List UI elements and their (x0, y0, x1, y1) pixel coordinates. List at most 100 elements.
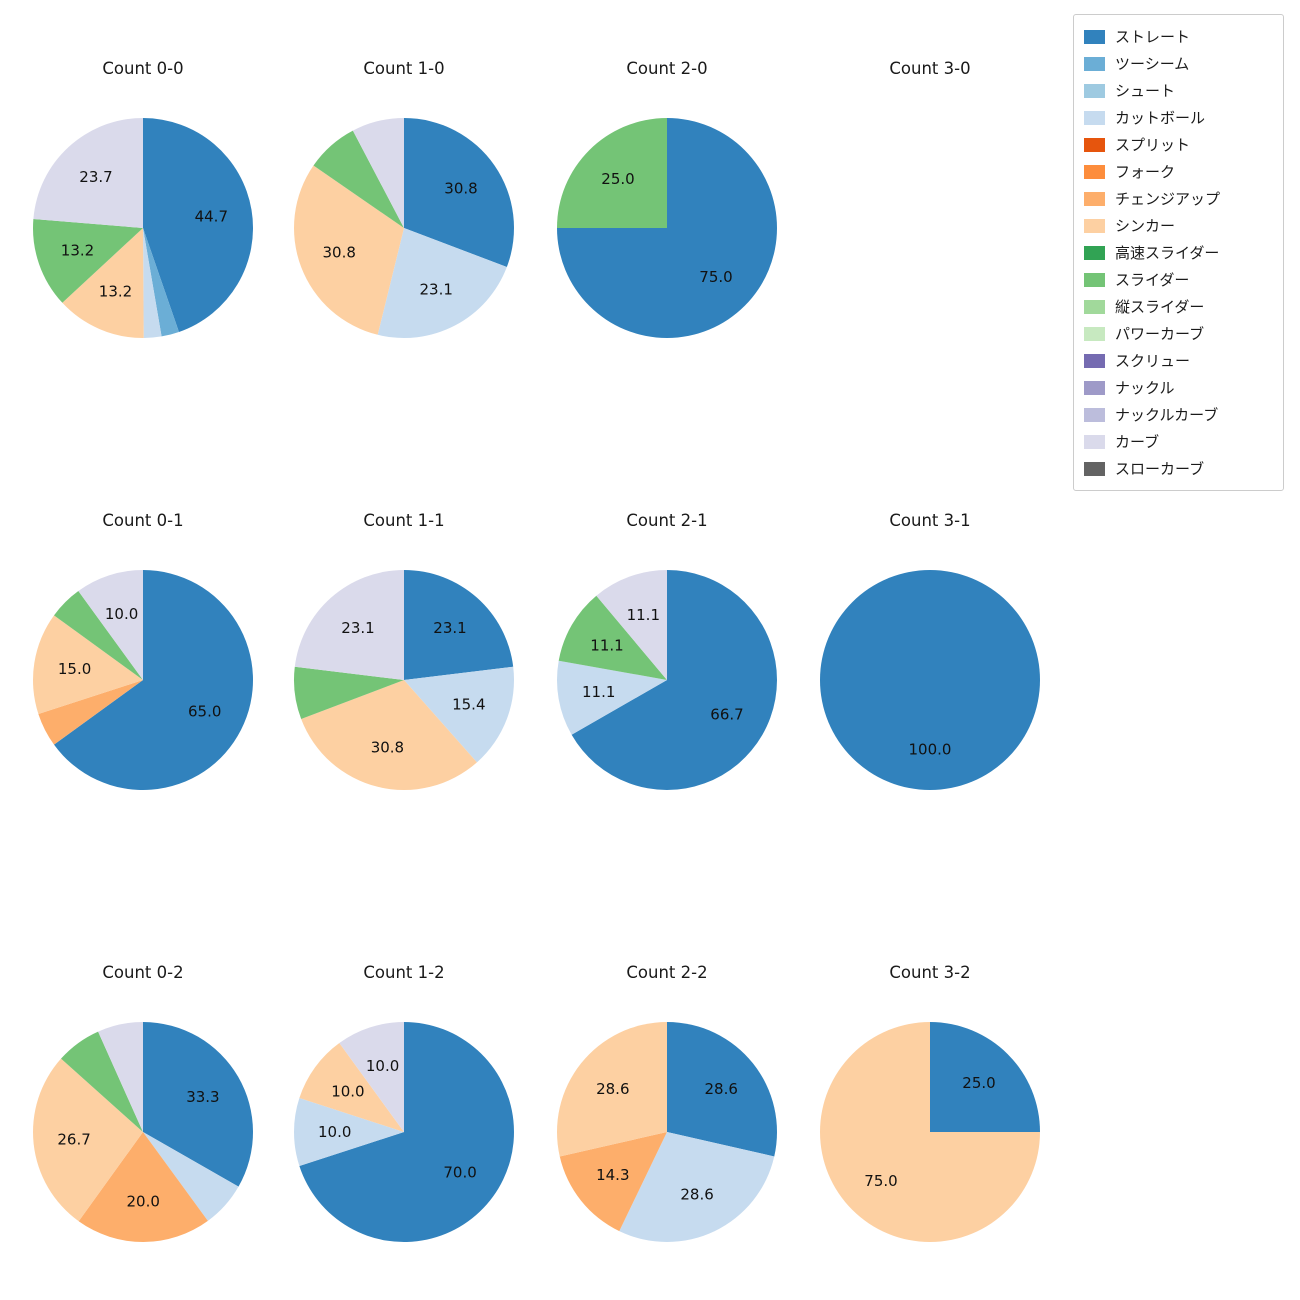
legend-swatch (1084, 137, 1105, 152)
legend-item: スクリュー (1084, 347, 1273, 374)
legend-swatch (1084, 110, 1105, 125)
subplot-count-2-0: Count 2-0 75.0 25.0 (536, 58, 798, 359)
pie-slice (313, 130, 404, 228)
slice-percent-label: 30.8 (444, 180, 477, 198)
pie-slice (143, 118, 254, 332)
pie-chart: 25.0 75.0 (820, 1022, 1040, 1242)
legend-swatch (1084, 353, 1105, 368)
slice-percent-label: 23.1 (433, 619, 466, 637)
legend-item: フォーク (1084, 158, 1273, 185)
pie-slice (143, 228, 179, 337)
legend-label: フォーク (1115, 163, 1176, 181)
legend-label: スプリット (1115, 136, 1191, 154)
legend-item: ナックル (1084, 374, 1273, 401)
pie-slice (54, 570, 253, 790)
pie-slice (143, 1132, 239, 1221)
legend-swatch (1084, 461, 1105, 476)
subplot-count-3-0: Count 3-0 (799, 58, 1061, 359)
slice-percent-label: 28.6 (680, 1185, 713, 1203)
subplot-count-0-2: Count 0-2 33.3 20.0 26.7 (12, 962, 274, 1263)
legend-swatch (1084, 83, 1105, 98)
subplot-count-2-2: Count 2-2 28.6 28.6 14.3 28.6 (536, 962, 798, 1263)
pie-chart: 66.711.111.111.1 (557, 570, 777, 790)
subplot-title: Count 1-2 (363, 963, 445, 982)
legend-label: 縦スライダー (1115, 298, 1205, 316)
subplot-count-3-2: Count 3-2 25.0 75.0 (799, 962, 1061, 1263)
slice-percent-label: 10.0 (366, 1057, 399, 1075)
legend-item: チェンジアップ (1084, 185, 1273, 212)
slice-percent-label: 75.0 (864, 1172, 897, 1190)
pie-slice (339, 1022, 404, 1132)
pie-chart: 70.010.010.010.0 (293, 1022, 514, 1242)
slice-percent-label: 30.8 (322, 244, 355, 262)
pie-slice (667, 1022, 777, 1157)
legend-item: ナックルカーブ (1084, 401, 1273, 428)
slice-percent-label: 25.0 (962, 1074, 995, 1092)
slice-percent-label: 10.0 (318, 1123, 351, 1141)
pie-slice (377, 228, 507, 338)
slice-percent-label: 11.1 (590, 636, 623, 654)
legend-label: シュート (1115, 82, 1176, 100)
legend-swatch (1084, 434, 1105, 449)
subplot-title: Count 2-2 (626, 963, 708, 982)
legend-item: 高速スライダー (1084, 239, 1273, 266)
slice-percent-label: 23.1 (419, 280, 452, 298)
slice-percent-label: 65.0 (188, 703, 221, 721)
slice-percent-label: 100.0 (909, 740, 952, 758)
slice-percent-label: 20.0 (126, 1192, 159, 1210)
legend-label: シンカー (1115, 217, 1176, 235)
slice-percent-label: 11.1 (582, 683, 615, 701)
legend-swatch (1084, 380, 1105, 395)
pie-slice (301, 680, 477, 791)
slice-percent-label: 15.4 (452, 696, 485, 714)
subplot-title: Count 3-1 (889, 511, 971, 530)
legend-swatch (1084, 56, 1105, 71)
legend-label: ツーシーム (1115, 55, 1190, 73)
pie-chart: 44.7 13.2 13.2 23.7 (33, 118, 254, 339)
subplot-title: Count 3-2 (889, 963, 971, 982)
pie-chart (799, 97, 1061, 359)
slice-percent-label: 10.0 (331, 1082, 364, 1100)
slice-percent-label: 13.2 (61, 242, 94, 260)
legend-swatch (1084, 326, 1105, 341)
pie-slice (33, 219, 144, 303)
legend-item: カットボール (1084, 104, 1273, 131)
legend-label: カットボール (1115, 109, 1206, 127)
subplot-count-3-1: Count 3-1 100.0 (799, 510, 1061, 811)
pie-slice (33, 1058, 143, 1222)
pie-slice (293, 165, 404, 335)
subplot-count-2-1: Count 2-1 66.7 11.1 11.1 11.1 (536, 510, 798, 811)
pie-slice (62, 228, 144, 339)
subplot-title: Count 1-1 (363, 511, 445, 530)
pie-slice (38, 680, 143, 745)
pie-chart: 65.0 15.0 10.0 (32, 570, 253, 790)
legend-item: 縦スライダー (1084, 293, 1273, 320)
slice-percent-label: 33.3 (186, 1088, 219, 1106)
pie-slice (619, 1132, 775, 1243)
slice-percent-label: 11.1 (627, 606, 660, 624)
legend-swatch (1084, 218, 1105, 233)
pie-slice (404, 118, 514, 268)
pie-slice (352, 118, 404, 228)
pie-slice (404, 570, 514, 680)
legend-label: チェンジアップ (1115, 190, 1221, 208)
pie-chart: 30.8 23.1 30.8 (293, 118, 514, 338)
pie-slice (293, 1098, 404, 1166)
legend-swatch (1084, 272, 1105, 287)
slice-percent-label: 15.0 (58, 660, 91, 678)
slice-percent-label: 70.0 (443, 1164, 476, 1182)
slice-percent-label: 28.6 (704, 1080, 737, 1098)
legend-swatch (1084, 164, 1105, 179)
legend: ストレート ツーシーム シュート カットボール スプリット フォーク チェンジアップ シンカー… (1073, 14, 1284, 491)
pie-slice (596, 570, 667, 680)
slice-percent-label: 26.7 (57, 1131, 90, 1149)
pie-chart: 28.6 28.6 14.3 28.6 (557, 1022, 777, 1243)
slice-percent-label: 75.0 (699, 268, 732, 286)
subplot-title: Count 0-2 (102, 963, 184, 982)
subplot-count-0-1: Count 0-1 65.0 15.0 10.0 (12, 510, 274, 811)
legend-label: スクリュー (1115, 352, 1191, 370)
slice-percent-label: 25.0 (601, 170, 634, 188)
subplot-title: Count 2-0 (626, 59, 708, 78)
legend-item: ツーシーム (1084, 50, 1273, 77)
pie-slice (33, 118, 143, 228)
